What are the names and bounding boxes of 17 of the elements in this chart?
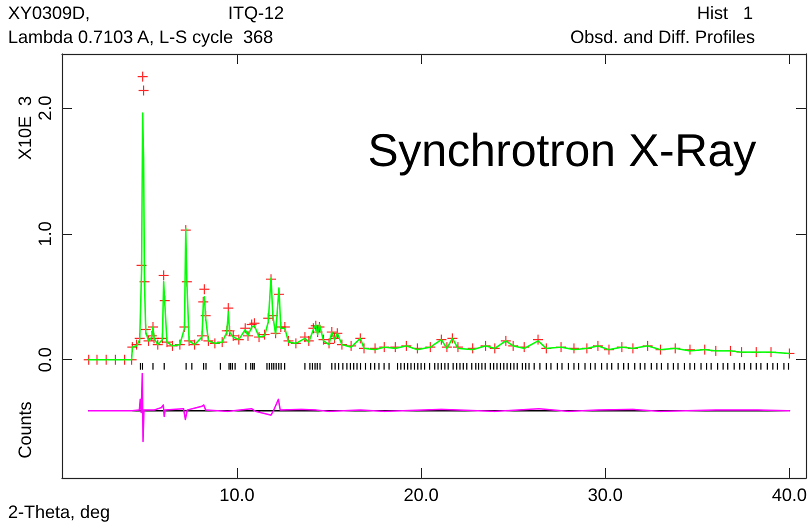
y-tick-label: 2.0 [35, 96, 55, 121]
x-tick-label: 30.0 [588, 485, 623, 505]
text: X10E 3 [15, 96, 35, 160]
x-tick-label: 20.0 [404, 485, 439, 505]
x-tick-label: 40.0 [772, 485, 807, 505]
x-tick-label: 10.0 [219, 485, 254, 505]
text: Hist 1 [696, 3, 754, 23]
line-series [88, 372, 790, 442]
x-axis-title: 2-Theta, deg [8, 502, 110, 522]
text: Obsd. and Diff. Profiles [570, 27, 756, 47]
text: ITQ-12 [228, 3, 284, 23]
y-axis-title: Counts [15, 401, 35, 459]
text: Lambda 0.7103 A, L-S cycle 368 [8, 27, 274, 47]
chart-title: XY0309D, [8, 3, 90, 23]
y-tick-label: 1.0 [35, 221, 55, 246]
annotation: Synchrotron X-Ray [368, 124, 756, 176]
y-tick-label: 0.0 [35, 347, 55, 372]
